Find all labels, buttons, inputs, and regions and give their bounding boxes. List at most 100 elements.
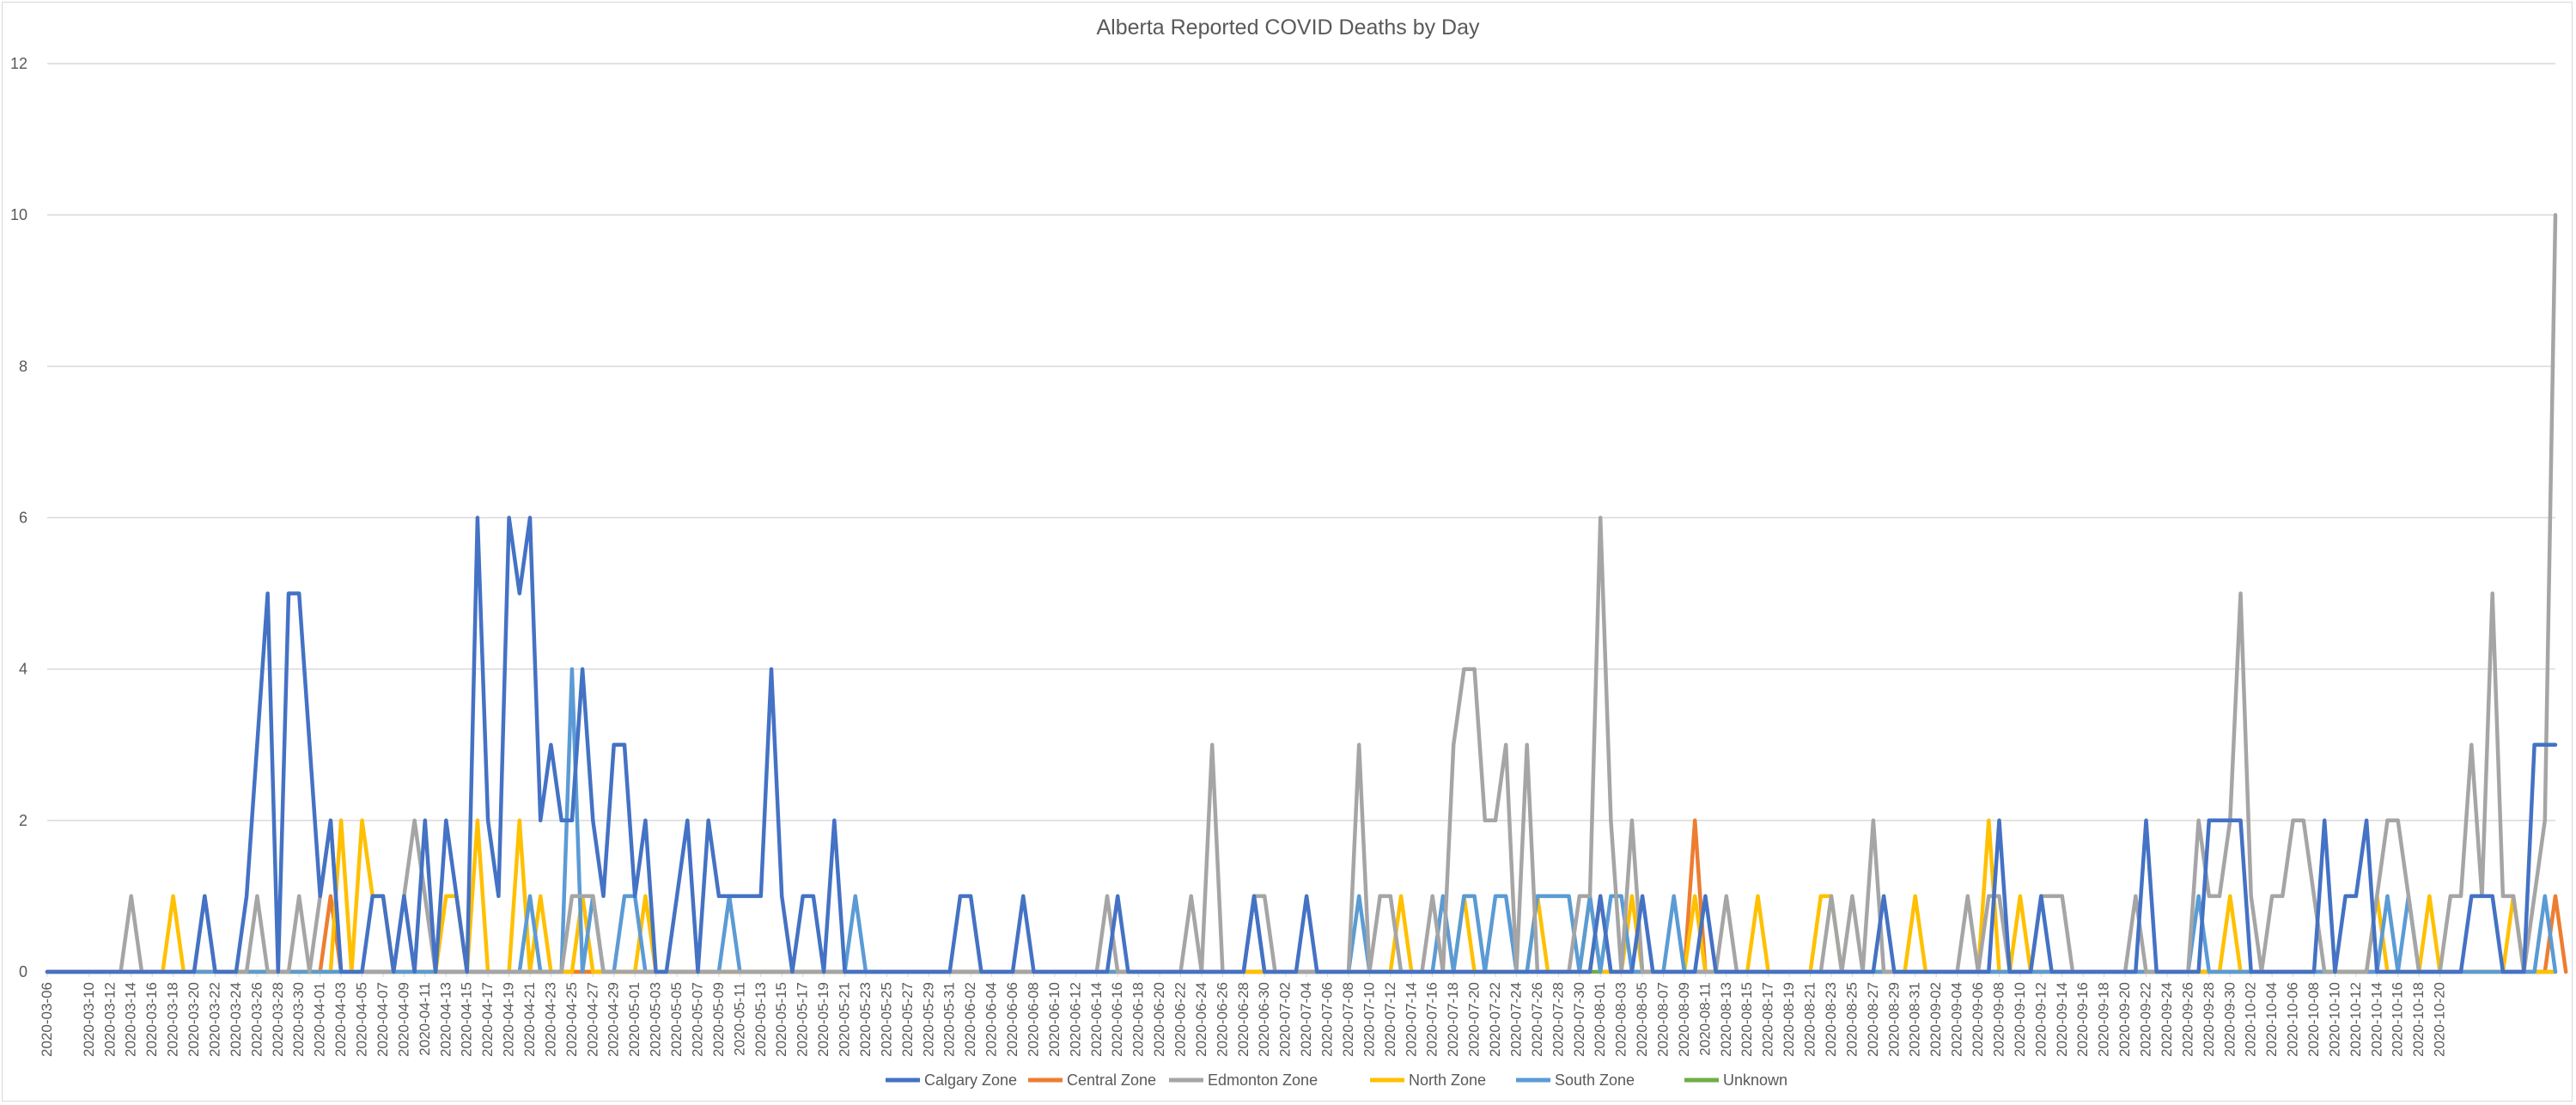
x-tick-label: 2020-10-06 (2285, 982, 2301, 1057)
x-tick-label: 2020-10-20 (2432, 982, 2448, 1057)
y-axis-ticks: 0 2 4 6 8 10 12 (10, 55, 27, 980)
x-tick-label: 2020-10-16 (2390, 982, 2406, 1057)
x-tick-label: 2020-06-24 (1193, 982, 1209, 1057)
x-tick-label: 2020-07-20 (1466, 982, 1483, 1057)
x-tick-label: 2020-03-14 (123, 982, 139, 1057)
x-tick-label: 2020-09-08 (1990, 982, 2007, 1057)
x-tick-label: 2020-05-15 (773, 982, 789, 1057)
y-tick-label: 12 (10, 55, 27, 72)
x-tick-label: 2020-09-26 (2179, 982, 2195, 1057)
x-tick-label: 2020-07-16 (1424, 982, 1440, 1057)
x-tick-label: 2020-09-04 (1949, 982, 1965, 1057)
x-tick-label: 2020-07-14 (1403, 982, 1419, 1057)
x-tick-label: 2020-05-31 (941, 982, 958, 1057)
x-tick-label: 2020-04-27 (584, 982, 600, 1057)
x-tick-label: 2020-05-27 (899, 982, 916, 1057)
x-tick-label: 2020-06-18 (1130, 982, 1147, 1057)
legend-label: South Zone (1555, 1071, 1635, 1089)
x-tick-label: 2020-03-24 (228, 982, 244, 1057)
y-tick-label: 10 (10, 206, 27, 223)
y-tick-label: 8 (19, 357, 27, 375)
series-lines (45, 212, 2568, 974)
x-tick-label: 2020-05-01 (626, 982, 642, 1057)
x-tick-label: 2020-07-12 (1382, 982, 1398, 1057)
x-tick-label: 2020-06-10 (1046, 982, 1063, 1057)
gridlines (47, 63, 2555, 973)
x-tick-label: 2020-05-03 (648, 982, 664, 1057)
x-tick-label: 2020-06-14 (1088, 982, 1105, 1057)
x-tick-label: 2020-06-06 (1004, 982, 1020, 1057)
x-tick-label: 2020-09-20 (2116, 982, 2133, 1057)
x-tick-label: 2020-07-08 (1340, 982, 1356, 1057)
x-tick-label: 2020-09-02 (1927, 982, 1944, 1057)
x-tick-label: 2020-07-06 (1319, 982, 1336, 1057)
x-tick-label: 2020-06-12 (1067, 982, 1083, 1057)
x-tick-label: 2020-10-12 (2348, 982, 2364, 1057)
x-tick-label: 2020-08-09 (1676, 982, 1692, 1057)
legend-label: Unknown (1723, 1071, 1787, 1089)
x-tick-label: 2020-05-19 (815, 982, 831, 1057)
x-tick-label: 2020-09-28 (2201, 982, 2217, 1057)
x-tick-label: 2020-09-18 (2096, 982, 2112, 1057)
x-tick-label: 2020-04-21 (521, 982, 538, 1057)
x-tick-label: 2020-08-15 (1739, 982, 1755, 1057)
x-tick-label: 2020-06-04 (984, 982, 1000, 1057)
x-tick-label: 2020-06-02 (962, 982, 978, 1057)
x-tick-label: 2020-03-22 (206, 982, 222, 1057)
x-tick-label: 2020-06-28 (1235, 982, 1251, 1057)
x-tick-label: 2020-05-07 (689, 982, 705, 1057)
legend-label: Edmonton Zone (1208, 1071, 1318, 1089)
x-tick-label: 2020-09-10 (2012, 982, 2028, 1057)
x-tick-label: 2020-08-19 (1781, 982, 1797, 1057)
x-tick-label: 2020-08-31 (1907, 982, 1923, 1057)
x-axis-ticks: 2020-03-06 2020-03-10 2020-03-12 2020-03-14… (39, 972, 2448, 1057)
x-tick-label: 2020-08-03 (1613, 982, 1629, 1057)
x-tick-label: 2020-08-21 (1802, 982, 1818, 1057)
x-tick-label: 2020-04-23 (542, 982, 558, 1057)
x-tick-label: 2020-06-22 (1172, 982, 1188, 1057)
x-tick-label: 2020-07-04 (1298, 982, 1314, 1057)
x-tick-label: 2020-08-01 (1592, 982, 1608, 1057)
x-tick-label: 2020-10-14 (2368, 982, 2384, 1057)
y-tick-label: 4 (19, 661, 27, 678)
x-tick-label: 2020-07-26 (1529, 982, 1545, 1057)
x-tick-label: 2020-05-11 (731, 982, 747, 1056)
x-tick-label: 2020-05-17 (795, 982, 811, 1057)
x-tick-label: 2020-09-14 (2054, 982, 2070, 1057)
x-tick-label: 2020-06-20 (1151, 982, 1167, 1057)
x-tick-label: 2020-06-08 (1025, 982, 1041, 1057)
legend-label: Central Zone (1067, 1071, 1156, 1089)
x-tick-label: 2020-04-01 (312, 982, 328, 1057)
x-tick-label: 2020-06-26 (1214, 982, 1230, 1057)
x-tick-label: 2020-06-30 (1256, 982, 1272, 1057)
x-tick-label: 2020-03-12 (101, 982, 118, 1057)
x-tick-label: 2020-08-11 (1696, 982, 1713, 1056)
x-tick-label: 2020-07-18 (1445, 982, 1461, 1057)
x-tick-label: 2020-09-12 (2032, 982, 2049, 1057)
x-tick-label: 2020-08-07 (1655, 982, 1672, 1057)
x-tick-label: 2020-08-27 (1865, 982, 1881, 1057)
x-tick-label: 2020-04-15 (459, 982, 475, 1057)
x-tick-label: 2020-05-13 (752, 982, 769, 1057)
y-tick-label: 6 (19, 510, 27, 527)
x-tick-label: 2020-06-16 (1109, 982, 1125, 1057)
x-tick-label: 2020-07-24 (1507, 982, 1524, 1057)
x-tick-label: 2020-07-22 (1487, 982, 1503, 1057)
y-tick-label: 0 (19, 963, 27, 980)
x-tick-label: 2020-03-18 (165, 982, 181, 1057)
x-tick-label: 2020-05-23 (857, 982, 874, 1057)
x-tick-label: 2020-04-29 (606, 982, 622, 1057)
x-tick-label: 2020-03-16 (143, 982, 160, 1057)
x-tick-label: 2020-04-11 (417, 982, 433, 1056)
x-tick-label: 2020-10-04 (2263, 982, 2280, 1057)
x-tick-label: 2020-03-28 (270, 982, 286, 1057)
x-tick-label: 2020-09-16 (2074, 982, 2091, 1057)
x-tick-label: 2020-04-07 (375, 982, 391, 1057)
x-tick-label: 2020-05-25 (878, 982, 894, 1057)
x-tick-label: 2020-04-13 (437, 982, 454, 1057)
x-tick-label: 2020-05-21 (837, 982, 853, 1057)
x-tick-label: 2020-07-30 (1571, 982, 1587, 1057)
legend-label: North Zone (1409, 1071, 1486, 1089)
x-tick-label: 2020-04-19 (501, 982, 517, 1057)
